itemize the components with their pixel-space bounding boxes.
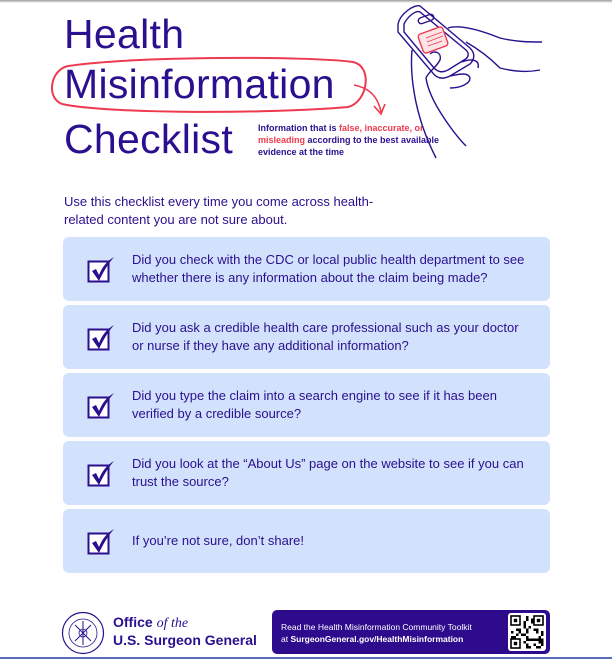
toolkit-banner[interactable]: Read the Health Misinformation Community…: [272, 610, 550, 654]
toolkit-link[interactable]: SurgeonGeneral.gov/HealthMisinformation: [290, 634, 464, 644]
seal-icon: [61, 611, 105, 655]
checklist-question: If you’re not sure, don’t share!: [132, 532, 304, 548]
checklist-question: Did you check with the CDC or local publ…: [132, 251, 525, 286]
title-line-3: Checklist: [64, 116, 234, 162]
checkbox-checked-icon[interactable]: [87, 460, 115, 488]
top-edge: [0, 0, 612, 3]
checkbox-checked-icon[interactable]: [87, 256, 115, 284]
red-circle-annotation: [51, 56, 386, 116]
checklist-item: If you’re not sure, don’t share!: [63, 509, 550, 573]
intro-text: Use this checklist every time you come a…: [64, 194, 374, 227]
checklist-item: Did you ask a credible health care profe…: [63, 305, 550, 369]
qr-code-icon: [508, 613, 546, 651]
banner-line-1: Read the Health Misinformation Community…: [281, 622, 472, 632]
title-line-2: Misinformation: [64, 61, 335, 107]
checkbox-checked-icon[interactable]: [87, 324, 115, 352]
checkbox-checked-icon[interactable]: [87, 528, 115, 556]
checklist-item: Did you check with the CDC or local publ…: [63, 237, 550, 301]
checklist-item: Did you look at the “About Us” page on t…: [63, 441, 550, 505]
definition-note: Information that is false, inaccurate, o…: [258, 123, 440, 157]
checklist-question: Did you ask a credible health care profe…: [132, 319, 519, 354]
checkbox-checked-icon[interactable]: [87, 392, 115, 420]
phone-hands-illustration: [397, 5, 543, 159]
banner-line-2: at SurgeonGeneral.gov/HealthMisinformati…: [281, 634, 464, 644]
checklist-question: Did you type the claim into a search eng…: [132, 387, 497, 422]
checklist-question: Did you look at the “About Us” page on t…: [132, 455, 524, 490]
office-logo-text: Office of the U.S. Surgeon General: [113, 614, 257, 648]
title-line-1: Health: [64, 11, 185, 57]
bottom-edge: [0, 657, 612, 659]
checklist-item: Did you type the claim into a search eng…: [63, 373, 550, 437]
